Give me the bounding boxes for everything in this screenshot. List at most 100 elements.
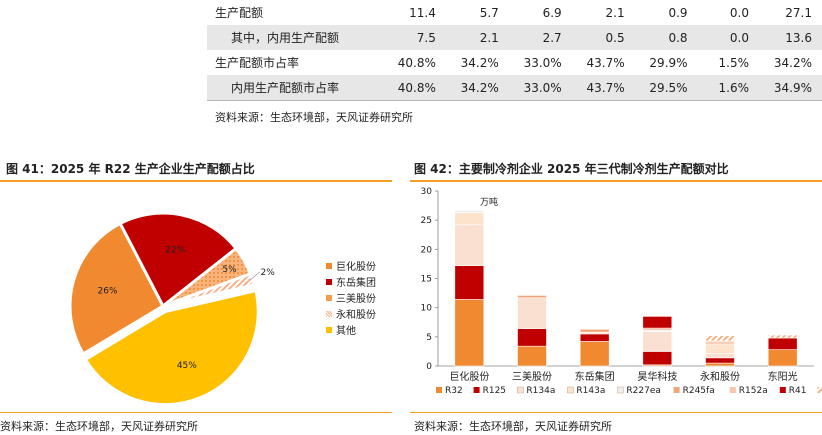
table-cell: 13.6 — [759, 25, 822, 50]
bar-segment — [767, 334, 798, 339]
pie-slice-label: 5% — [222, 265, 237, 275]
y-tick-label: 5 — [426, 333, 432, 343]
table-cell: 33.0% — [508, 75, 572, 101]
pie-slice-label: 2% — [260, 268, 275, 278]
pie-slice — [118, 211, 239, 309]
legend-swatch — [326, 294, 332, 301]
x-tick-label: 东岳集团 — [575, 370, 615, 383]
table-cell: 40.8% — [382, 75, 446, 101]
legend-swatch — [779, 387, 786, 393]
pie-leader-line — [249, 271, 260, 281]
table-cell: 40.8% — [397, 55, 436, 70]
y-tick-label: 15 — [421, 275, 432, 285]
legend-swatch — [517, 386, 524, 394]
row-label: 生产配额 — [215, 6, 264, 20]
table-cell: 0.5 — [571, 25, 635, 50]
bar-segment — [705, 362, 735, 367]
legend-label: 其他 — [336, 326, 356, 337]
table-cell: 43.7% — [571, 75, 635, 101]
pie-legend-item: 东岳集团 — [326, 274, 376, 289]
pie-slice-label: 45% — [177, 361, 197, 371]
table-cell: 27.1 — [785, 5, 812, 20]
legend-label: R245fa — [683, 386, 715, 396]
bar-segment — [517, 297, 547, 329]
table-cell: 0.9 — [668, 5, 688, 20]
bar-segment — [454, 265, 485, 300]
bar-segment — [705, 335, 735, 342]
bar-segment — [579, 333, 610, 342]
pie-slice-label: 26% — [98, 286, 118, 296]
row-label: 生产配额市占率 — [215, 56, 300, 70]
table-cell: 33.0% — [523, 55, 562, 70]
x-tick-label: 昊华科技 — [637, 370, 677, 383]
table-cell: 1.6% — [697, 75, 759, 101]
bar-segment — [705, 353, 735, 359]
bar-segment — [517, 328, 547, 347]
x-tick-label: 巨化股份 — [449, 370, 489, 383]
y-tick-label: 10 — [421, 304, 433, 314]
legend-swatch — [436, 387, 442, 393]
table-cell: 11.4 — [409, 5, 436, 20]
table-row: 生产配额 11.4 5.7 6.9 2.1 0.9 0.0 27.1 — [207, 0, 822, 25]
legend-label: 巨化股份 — [336, 262, 376, 273]
table-cell: 34.9% — [759, 75, 822, 101]
bar-segment — [767, 337, 798, 350]
quota-table-grid: 生产配额 11.4 5.7 6.9 2.1 0.9 0.0 27.1 其中，内用生产配额 7.5 2… — [207, 0, 822, 101]
quota-table: 生产配额 11.4 5.7 6.9 2.1 0.9 0.0 27.1 其中，内用生产配额 7.5 2… — [207, 0, 822, 101]
legend-label: R152a — [739, 386, 768, 396]
bar-segment — [642, 351, 673, 366]
legend-label: R32 — [445, 386, 463, 396]
x-tick-label: 永和股份 — [700, 370, 740, 383]
table-cell: 29.9% — [649, 55, 688, 70]
legend-swatch — [817, 387, 822, 393]
fig41-source: 资料来源：生态环境部，天风证券研究所 — [0, 420, 198, 433]
bar-segment — [767, 349, 798, 367]
pie-slice — [83, 288, 260, 407]
legend-swatch — [326, 326, 332, 333]
bar-segment — [454, 299, 485, 367]
fig41-rule — [0, 180, 392, 182]
legend-swatch — [567, 386, 574, 394]
table-cell: 1.5% — [718, 55, 750, 70]
y-tick-label: 30 — [421, 187, 433, 197]
table-cell: 7.5 — [382, 25, 446, 50]
legend-label: 三美股份 — [336, 294, 376, 305]
table-cell: 0.8 — [634, 25, 698, 50]
pie-legend-item: 巨化股份 — [326, 258, 376, 273]
fig41-bottom-rule — [0, 412, 392, 413]
row-label: 其中，内用生产配额 — [207, 25, 383, 50]
y-tick-label: 20 — [421, 245, 433, 255]
bar-segment — [642, 331, 673, 352]
table-cell: 2.7 — [508, 25, 572, 50]
table-cell: 6.9 — [542, 5, 562, 20]
table-cell: 34.2% — [773, 55, 812, 70]
table-cell: 43.7% — [586, 55, 625, 70]
unit-label: 万吨 — [480, 196, 498, 208]
table-cell: 29.5% — [634, 75, 698, 101]
legend-swatch — [673, 387, 680, 393]
pie-slice — [162, 271, 256, 308]
legend-swatch — [326, 310, 332, 317]
table-row: 内用生产配额市占率 40.8% 34.2% 33.0% 43.7% 29.5% 1.6% 34… — [207, 75, 822, 101]
fig42-title: 图 42：主要制冷剂企业 2025 年三代制冷剂生产配额对比 — [414, 162, 729, 176]
table-cell: 2.1 — [445, 25, 509, 50]
legend-swatch — [473, 387, 480, 393]
y-tick-label: 25 — [421, 216, 432, 226]
table-cell: 2.1 — [605, 5, 625, 20]
pie-slice-label: 22% — [165, 246, 185, 256]
fig42-source: 资料来源：生态环境部，天风证券研究所 — [414, 420, 612, 433]
pie-legend-item: 其他 — [326, 322, 356, 337]
bar-segment — [705, 357, 735, 364]
legend-label: R125 — [483, 386, 506, 396]
legend-label: R41 — [789, 386, 807, 396]
legend-swatch — [326, 262, 332, 269]
pie-slice — [68, 221, 165, 356]
bar-segment — [517, 295, 547, 299]
pie-chart: 26% 22% 5% 2% 45% — [68, 211, 275, 407]
legend-label: 东岳集团 — [336, 278, 376, 289]
legend-label: 永和股份 — [336, 310, 376, 321]
table-cell: 5.7 — [479, 5, 499, 20]
legend-label: R134a — [526, 386, 555, 396]
fig41-title: 图 41：2025 年 R22 生产企业生产配额占比 — [6, 162, 255, 176]
